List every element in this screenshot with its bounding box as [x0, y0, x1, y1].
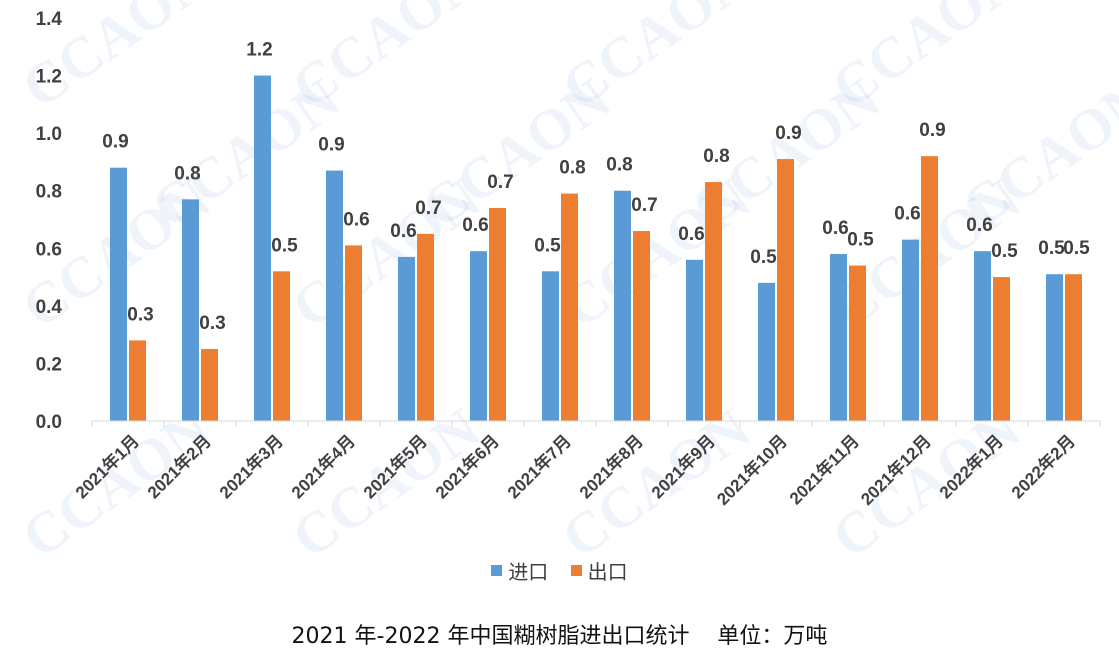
import-data-label: 0.5: [1038, 238, 1065, 259]
export-bar: [705, 182, 722, 421]
export-data-label: 0.8: [703, 146, 729, 167]
data-labels-group: 0.90.81.20.90.6 0.60.50.80.60.50.60.60.60…: [102, 40, 1090, 334]
import-data-label: 0.8: [174, 163, 200, 184]
legend-swatch-import: [491, 565, 503, 576]
import-bar: [1046, 274, 1063, 421]
import-bar: [830, 254, 847, 421]
import-data-label: 0.5: [534, 235, 561, 256]
legend-item-export[interactable]: 出口: [570, 556, 628, 585]
export-bar: [921, 156, 938, 421]
export-bar: [561, 193, 578, 421]
export-data-label: 0.5: [991, 241, 1018, 262]
import-data-label: 0.6: [390, 221, 416, 242]
export-bar: [273, 271, 290, 421]
import-bar: [614, 190, 631, 421]
import-bar: [182, 199, 199, 421]
legend: 进口 出口: [0, 556, 1119, 585]
export-bar: [1065, 274, 1082, 421]
y-tick-label: 0.4: [36, 297, 63, 318]
export-data-label: 0.3: [199, 313, 225, 334]
y-tick-label: 0.8: [36, 182, 62, 203]
export-data-label: 0.9: [775, 123, 801, 144]
export-data-label: 0.6: [343, 209, 369, 230]
import-bar: [542, 271, 559, 421]
export-bar: [993, 277, 1010, 421]
legend-item-import[interactable]: 进口: [491, 556, 548, 585]
import-bar: [758, 282, 775, 421]
import-bar: [686, 259, 703, 421]
export-bar: [129, 340, 146, 421]
export-bar: [201, 349, 218, 421]
import-data-label: 0.6: [822, 218, 848, 239]
export-bar: [849, 265, 866, 421]
export-data-label: 0.5: [1063, 238, 1090, 259]
export-data-label: 0.8: [559, 158, 585, 179]
y-tick-label: 0.2: [36, 354, 62, 375]
import-data-label: 0.6: [462, 215, 488, 236]
export-data-label: 0.3: [127, 304, 153, 325]
import-bar: [470, 251, 487, 421]
legend-label-import: 进口: [508, 560, 549, 584]
y-tick-label: 1.0: [36, 124, 62, 145]
import-bar: [326, 170, 343, 421]
bars-group: [110, 75, 1082, 422]
import-data-label: 0.9: [318, 135, 344, 156]
legend-swatch-export: [570, 565, 582, 576]
export-bar: [489, 207, 506, 421]
x-tick-label: 2021年7月: [503, 431, 575, 503]
y-tick-label: 1.2: [36, 67, 62, 88]
x-tick-label: 2021年3月: [215, 431, 287, 503]
export-data-label: 0.7: [487, 172, 513, 193]
export-bar: [345, 245, 362, 421]
import-bar: [398, 256, 415, 421]
import-data-label: 0.5: [750, 247, 777, 268]
export-data-label: 0.9: [919, 120, 945, 141]
y-tick-label: 1.4: [36, 9, 63, 30]
export-bar: [633, 231, 650, 421]
import-bar: [254, 75, 271, 422]
import-data-label: 0.8: [606, 155, 632, 176]
import-bar: [902, 239, 919, 421]
watermark-text: CCAON: [410, 65, 622, 240]
y-axis: 0.0 0.2 0.4 0.6 0.8 1.0 1.2 1.4: [36, 9, 63, 433]
watermark-text: CCAON: [820, 395, 1032, 570]
export-data-label: 0.5: [847, 230, 874, 251]
export-bar: [417, 233, 434, 421]
chart-caption: 2021 年-2022 年中国糊树脂进出口统计 单位：万吨: [291, 624, 828, 649]
import-bar: [974, 251, 991, 421]
legend-label-export: 出口: [587, 560, 628, 584]
import-bar: [110, 167, 127, 421]
y-tick-label: 0.0: [36, 412, 62, 433]
import-data-label: 0.9: [102, 132, 128, 153]
export-bar: [777, 159, 794, 422]
import-data-label: 0.6: [966, 215, 992, 236]
export-data-label: 0.5: [271, 235, 298, 256]
export-data-label: 0.7: [415, 198, 441, 219]
import-data-label: 1.2: [246, 40, 272, 61]
y-tick-label: 0.6: [36, 239, 62, 260]
export-data-label: 0.7: [631, 195, 657, 216]
import-data-label: 0.6: [894, 204, 920, 225]
import-data-label: 0.6: [678, 224, 704, 245]
